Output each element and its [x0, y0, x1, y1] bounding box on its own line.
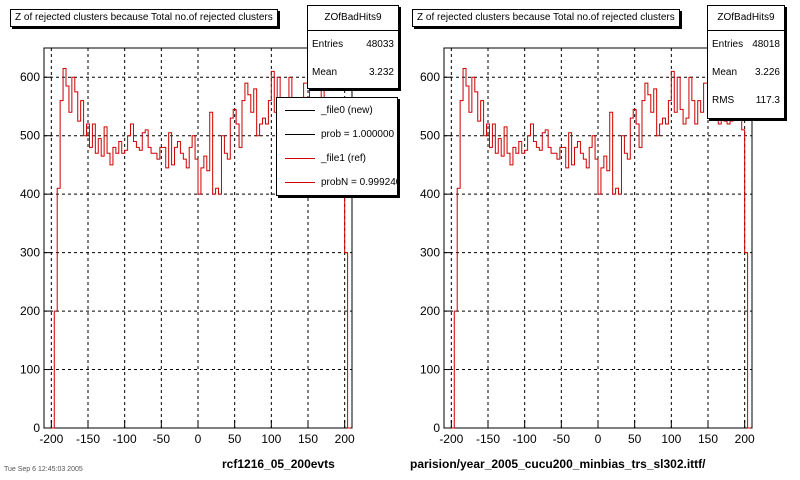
- left-x-tick-label: -150: [76, 432, 100, 446]
- left-stats-entries-label: Entries: [312, 39, 344, 50]
- left-stats-entries-value: 48033: [366, 39, 394, 50]
- right-y-tick-label: 0: [433, 421, 440, 435]
- left-stats-mean-value: 3.232: [368, 67, 394, 78]
- right-x-tick-label: 200: [735, 432, 755, 446]
- right-stats-mean-label: Mean: [712, 67, 738, 78]
- legend-entry-probn: probN = 0.999240: [277, 170, 397, 194]
- right-stats-entries-label: Entries: [712, 39, 744, 50]
- right-stats-hist-name: ZOfBadHits9: [708, 6, 784, 31]
- left-y-tick-label: 400: [20, 187, 40, 201]
- right-x-tick-label: 100: [661, 432, 681, 446]
- left-y-tick-label: 300: [20, 246, 40, 260]
- right-y-tick-label: 400: [420, 187, 440, 201]
- left-chart-title: Z of rejected clusters because Total no.…: [10, 9, 278, 27]
- right-x-tick-label: -50: [553, 432, 571, 446]
- left-stats-entries-row: Entries 48033: [308, 31, 398, 59]
- right-y-tick-label: 600: [420, 70, 440, 84]
- right-x-tick-label: 150: [698, 432, 718, 446]
- left-y-tick-label: 600: [20, 70, 40, 84]
- legend-entry-prob: prob = 1.000000: [277, 122, 397, 146]
- left-x-tick-label: 100: [261, 432, 281, 446]
- legend-label-file1: _file1 (ref): [321, 152, 367, 164]
- left-x-tick-label: 150: [298, 432, 318, 446]
- right-x-tick-label: 50: [628, 432, 642, 446]
- right-chart-title: Z of rejected clusters because Total no.…: [412, 9, 680, 27]
- legend-label-probn: probN = 0.999240: [321, 176, 398, 188]
- legend-line-file0: [285, 109, 315, 111]
- right-y-tick-label: 200: [420, 304, 440, 318]
- left-legend-box[interactable]: _file0 (new) prob = 1.000000 _file1 (ref…: [276, 97, 398, 196]
- right-histogram-plot: -200 -150 -100 -50 0 50 100 150 200 0 100 200 300 400…: [420, 47, 755, 446]
- footer-timestamp: Tue Sep 6 12:45:03 2005: [4, 466, 83, 473]
- left-stats-mean-label: Mean: [312, 67, 338, 78]
- left-stats-box[interactable]: ZOfBadHits9 Entries 48033 Mean 3.232: [307, 5, 399, 89]
- right-x-tick-label: 0: [595, 432, 602, 446]
- right-y-tick-label: 100: [420, 363, 440, 377]
- legend-line-file1: [285, 157, 315, 159]
- right-stats-rms-label: RMS: [712, 95, 735, 106]
- left-x-axis-title: rcf1216_05_200evts: [222, 457, 335, 471]
- left-y-tick-label: 0: [33, 421, 40, 435]
- legend-label-prob: prob = 1.000000: [321, 128, 395, 140]
- right-histogram-series-0: [451, 67, 751, 429]
- right-stats-mean-row: Mean 3.226: [708, 59, 784, 87]
- left-x-tick-label: -100: [113, 432, 137, 446]
- right-stats-rms-row: RMS 117.3: [708, 87, 784, 115]
- left-histogram-plot: -200 -150 -100 -50 0 50 100 150 200 0 100 200 300 400…: [20, 47, 355, 446]
- legend-label-file0: _file0 (new): [321, 104, 373, 116]
- right-x-tick-label: -100: [513, 432, 537, 446]
- right-y-tick-label: 300: [420, 246, 440, 260]
- left-y-tick-label: 500: [20, 129, 40, 143]
- left-x-tick-label: 50: [228, 432, 242, 446]
- right-histogram-pad: -200 -150 -100 -50 0 50 100 150 200 0 100 200 300 400…: [400, 0, 800, 480]
- left-y-tick-label: 200: [20, 304, 40, 318]
- right-stats-box[interactable]: ZOfBadHits9 Entries 48018 Mean 3.226 RMS…: [707, 5, 785, 119]
- right-stats-rms-value: 117.3: [755, 95, 780, 106]
- left-x-tick-label: 200: [335, 432, 355, 446]
- legend-entry-file1: _file1 (ref): [277, 146, 397, 170]
- left-x-tick-label: -200: [39, 432, 63, 446]
- left-x-tick-label: -50: [153, 432, 171, 446]
- legend-line-probn: [285, 181, 315, 183]
- right-x-tick-label: -150: [476, 432, 500, 446]
- right-stats-entries-value: 48018: [752, 39, 780, 50]
- left-x-tick-label: 0: [195, 432, 202, 446]
- left-y-tick-label: 100: [20, 363, 40, 377]
- right-x-axis-title: parision/year_2005_cucu200_minbias_trs_s…: [410, 457, 706, 471]
- left-histogram-pad: -200 -150 -100 -50 0 50 100 150 200 0 100 200 300 400…: [4, 5, 399, 473]
- right-x-tick-label: -200: [439, 432, 463, 446]
- left-stats-hist-name: ZOfBadHits9: [308, 6, 398, 31]
- right-stats-entries-row: Entries 48018: [708, 31, 784, 59]
- legend-entry-file0: _file0 (new): [277, 98, 397, 122]
- left-stats-mean-row: Mean 3.232: [308, 59, 398, 87]
- right-y-tick-label: 500: [420, 129, 440, 143]
- right-stats-mean-value: 3.226: [754, 67, 780, 78]
- legend-line-prob: [285, 133, 315, 135]
